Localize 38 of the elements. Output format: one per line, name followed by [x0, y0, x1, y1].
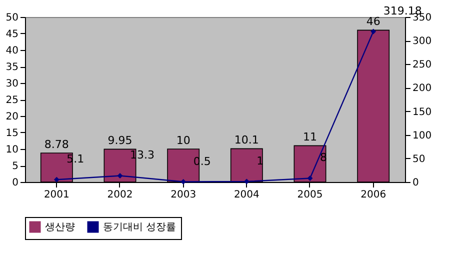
y-tick-label: 10: [6, 144, 18, 156]
data-label: 10: [176, 134, 190, 147]
point: [117, 172, 123, 178]
y-tick-label: 5: [12, 161, 18, 172]
data-label: 8.78: [44, 138, 69, 152]
y-tick-label: 35: [6, 62, 18, 73]
y2-tick-label: 100: [412, 130, 432, 142]
legend-label: 생산량: [45, 222, 75, 233]
y2-tick-label: 250: [412, 60, 432, 71]
y2-tick-label: 0: [412, 178, 419, 188]
data-label: 9.95: [108, 134, 132, 148]
y-tick-label: 15: [6, 128, 18, 139]
y2-tick-label: 350: [412, 12, 432, 24]
point: [54, 176, 60, 182]
x-tick-label: 2002: [107, 190, 133, 200]
y-tick-label: 30: [6, 78, 18, 90]
y-tick-label: 0: [12, 178, 18, 188]
x-tick-label: 2003: [170, 190, 196, 200]
y-tick-label: 25: [6, 95, 18, 106]
point: [370, 28, 376, 34]
y2-tick-label: 50: [412, 154, 426, 165]
y-tick-label: 40: [6, 46, 18, 56]
y2-tick-label: 200: [412, 83, 432, 94]
data-label: 46: [366, 15, 380, 28]
x-tick-label: 2001: [44, 190, 70, 200]
legend-label: 동기대비 성장률: [103, 222, 176, 233]
point: [307, 175, 313, 181]
y-tick-label: 50: [6, 12, 18, 24]
data-label: 11: [303, 130, 317, 144]
y-tick-label: 20: [6, 112, 18, 122]
y-tick-label: 45: [6, 29, 18, 40]
y2-tick-label: 300: [412, 36, 432, 48]
y2-tick-label: 150: [412, 106, 432, 118]
point: [180, 179, 186, 185]
data-label: 10.1: [234, 134, 259, 147]
x-tick-label: 2004: [234, 190, 260, 200]
x-tick-label: 2006: [360, 190, 386, 200]
x-tick-label: 2005: [297, 190, 323, 200]
